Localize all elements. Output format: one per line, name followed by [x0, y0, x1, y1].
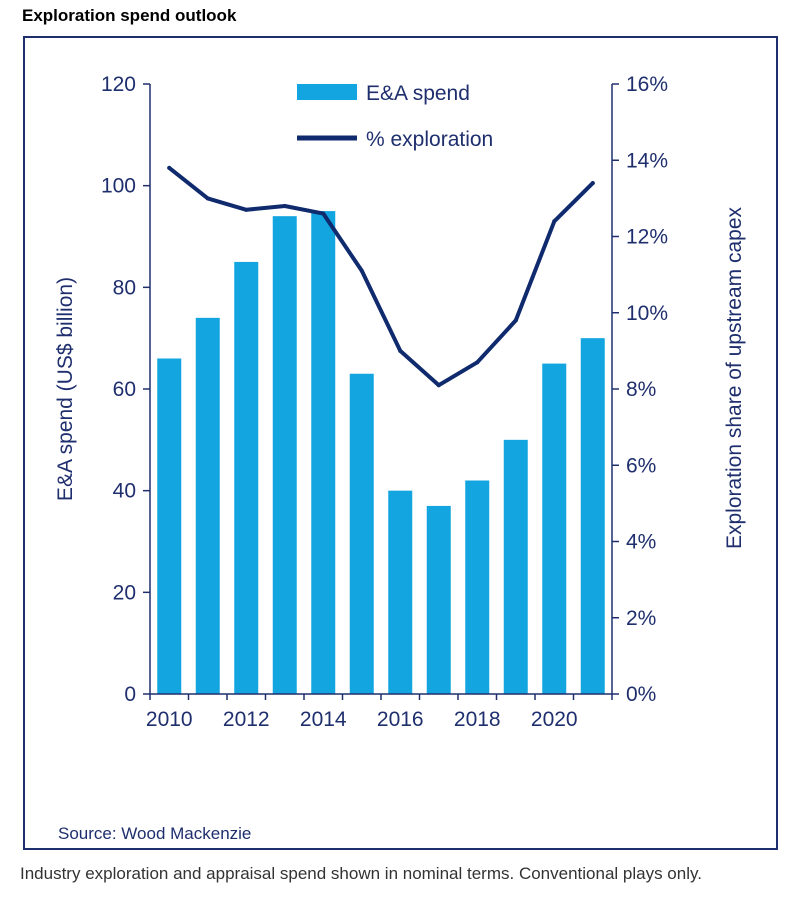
- y-axis-title-left: E&A spend (US$ billion): [54, 277, 77, 501]
- y-tick-label-left: 100: [101, 175, 136, 198]
- legend-group: E&A spend % exploration: [297, 82, 493, 151]
- bar-2018: [465, 480, 490, 694]
- line-point-2021: [590, 181, 595, 186]
- y-tick-label-right: 6%: [626, 454, 656, 477]
- y-tick-label-right: 14%: [626, 149, 668, 172]
- y-tick-label-left: 60: [113, 378, 136, 401]
- line-point-2014: [321, 211, 326, 216]
- y-tick-label-right: 0%: [626, 683, 656, 706]
- y-tick-label-left: 80: [113, 276, 136, 299]
- y-tick-label-left: 0: [124, 683, 136, 706]
- source-note: Source: Wood Mackenzie: [58, 824, 252, 843]
- chart-frame: [23, 36, 778, 850]
- line-point-2016: [398, 348, 403, 353]
- line-point-2010: [167, 165, 172, 170]
- bar-2021: [580, 338, 605, 694]
- bar-2011: [195, 317, 220, 694]
- x-tick-label: 2016: [377, 708, 424, 731]
- exploration-share-line: [167, 165, 595, 388]
- bar-2014: [311, 211, 336, 695]
- y-tick-label-right: 8%: [626, 378, 656, 401]
- y-axis-title-right: Exploration share of upstream capex: [723, 206, 746, 549]
- x-tick-label: 2012: [223, 708, 270, 731]
- x-tick-label: 2010: [146, 708, 193, 731]
- caption-text: Industry exploration and appraisal spend…: [20, 864, 702, 883]
- bar-2019: [503, 439, 528, 694]
- line-point-2020: [552, 219, 557, 224]
- bars-group: [157, 211, 605, 695]
- chart-title: Exploration spend outlook: [22, 6, 237, 25]
- line-point-2015: [359, 268, 364, 273]
- legend-label-bars: E&A spend: [366, 82, 470, 105]
- y-tick-label-left: 40: [113, 480, 136, 503]
- y-tick-label-right: 2%: [626, 607, 656, 630]
- y-tick-label-right: 10%: [626, 302, 668, 325]
- bar-2020: [542, 363, 567, 694]
- y-tick-label-right: 4%: [626, 531, 656, 554]
- line-point-2017: [436, 383, 441, 388]
- bar-2017: [426, 505, 451, 694]
- y-tick-label-left: 120: [101, 73, 136, 96]
- y-tick-label-right: 16%: [626, 73, 668, 96]
- line-point-2019: [513, 318, 518, 323]
- axes-group: 0 20 40 60 80 100 120 0% 2% 4% 6% 8% 10% 12% 14% 16% 201…: [54, 73, 746, 731]
- line-point-2011: [205, 196, 210, 201]
- line-point-2012: [244, 207, 249, 212]
- bar-2015: [349, 373, 374, 694]
- line-group: [167, 165, 595, 388]
- x-tick-label: 2014: [300, 708, 347, 731]
- legend-label-line: % exploration: [366, 128, 493, 151]
- line-point-2013: [282, 204, 287, 208]
- line-point-2018: [475, 360, 480, 365]
- bar-2012: [234, 261, 259, 694]
- legend-swatch-bars: [297, 84, 357, 100]
- y-tick-label-left: 20: [113, 581, 136, 604]
- x-tick-label: 2018: [454, 708, 501, 731]
- x-tick-label: 2020: [531, 708, 578, 731]
- bar-2016: [388, 490, 413, 694]
- y-tick-label-right: 12%: [626, 226, 668, 249]
- bar-2013: [272, 216, 297, 694]
- bar-2010: [157, 358, 182, 694]
